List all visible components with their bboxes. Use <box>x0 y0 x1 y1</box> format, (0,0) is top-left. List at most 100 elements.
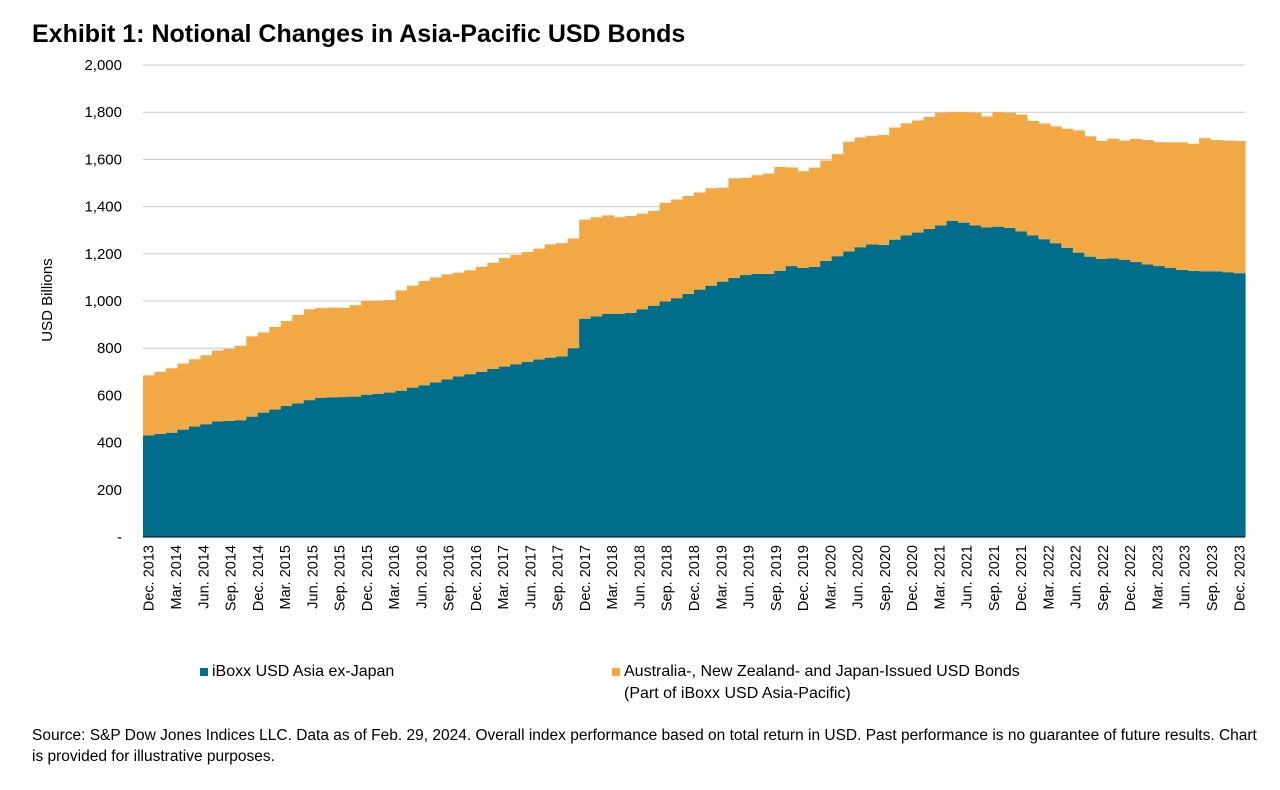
anz-japan-bar <box>751 175 764 274</box>
asia-ex-japan-bar <box>889 239 902 537</box>
anz-japan-bar <box>820 160 833 261</box>
anz-japan-bar <box>292 314 305 404</box>
x-tick-label: Jun. 2020 <box>851 545 867 609</box>
x-tick-label: Sep. 2020 <box>878 545 894 611</box>
x-tick-label: Sep. 2018 <box>660 545 676 611</box>
asia-ex-japan-bar <box>590 316 603 537</box>
anz-japan-bar <box>1141 140 1154 265</box>
x-tick-label: Dec. 2021 <box>1014 545 1030 611</box>
asia-ex-japan-bar <box>303 400 316 537</box>
x-tick-label: Mar. 2019 <box>714 545 730 610</box>
asia-ex-japan-bar <box>280 406 293 537</box>
asia-ex-japan-bar <box>510 364 523 537</box>
asia-ex-japan-bar <box>498 366 511 537</box>
asia-ex-japan-bar <box>613 313 626 537</box>
anz-japan-bar <box>1199 138 1212 272</box>
x-tick-label: Jun. 2015 <box>305 545 321 609</box>
y-axis-label: USD Billions <box>39 258 56 341</box>
anz-japan-bar <box>407 285 420 388</box>
legend-label: iBoxx USD Asia ex-Japan <box>212 663 395 680</box>
asia-ex-japan-bar <box>395 390 408 537</box>
anz-japan-bar <box>843 141 856 252</box>
anz-japan-bar <box>498 258 511 367</box>
asia-ex-japan-bar <box>946 220 959 537</box>
asia-ex-japan-bar <box>1038 239 1051 537</box>
asia-ex-japan-bar <box>1176 269 1189 537</box>
y-tick-label: 1,000 <box>84 293 122 310</box>
anz-japan-bar <box>831 154 844 257</box>
x-tick-label: Dec. 2022 <box>1123 545 1139 611</box>
asia-ex-japan-bar <box>464 374 477 537</box>
asia-ex-japan-bar <box>1061 247 1074 537</box>
anz-japan-bar <box>1084 136 1097 257</box>
x-tick-label: Sep. 2021 <box>987 545 1003 611</box>
x-tick-label: Jun. 2017 <box>523 545 539 609</box>
anz-japan-bar <box>1233 140 1246 274</box>
asia-ex-japan-bar <box>223 420 236 537</box>
anz-japan-bar <box>269 326 282 410</box>
anz-japan-bar <box>567 238 580 349</box>
anz-japan-bar <box>349 305 362 397</box>
x-tick-label: Dec. 2018 <box>687 545 703 611</box>
anz-japan-bar <box>315 308 328 398</box>
asia-ex-japan-bar <box>751 273 764 537</box>
anz-japan-bar <box>1107 138 1120 259</box>
anz-japan-bar <box>1130 138 1143 263</box>
anz-japan-bar <box>739 177 752 276</box>
anz-japan-bar <box>1210 140 1223 272</box>
x-tick-label: Sep. 2019 <box>769 545 785 611</box>
legend-label: Australia-, New Zealand- and Japan-Issue… <box>624 663 1020 680</box>
anz-japan-bar <box>338 307 351 398</box>
asia-ex-japan-bar <box>877 244 890 537</box>
anz-japan-bar <box>671 199 684 299</box>
y-tick-label: 1,400 <box>84 199 122 216</box>
anz-japan-bar <box>556 243 569 357</box>
anz-japan-bar <box>188 359 201 427</box>
asia-ex-japan-bar <box>1118 259 1131 537</box>
asia-ex-japan-bar <box>1084 256 1097 537</box>
asia-ex-japan-bar <box>1003 227 1017 537</box>
x-tick-label: Jun. 2014 <box>196 545 212 609</box>
x-tick-label: Dec. 2023 <box>1232 545 1248 611</box>
x-tick-label: Sep. 2022 <box>1096 545 1112 611</box>
asia-ex-japan-bar <box>326 397 339 537</box>
anz-japan-bar <box>143 375 156 436</box>
x-tick-label: Jun. 2018 <box>632 545 648 609</box>
anz-japan-bar <box>785 167 798 267</box>
anz-japan-bar <box>958 112 971 223</box>
anz-japan-bar <box>1049 126 1062 244</box>
asia-ex-japan-bar <box>958 222 971 537</box>
asia-ex-japan-bar <box>843 251 856 537</box>
anz-japan-bar <box>1026 120 1039 236</box>
asia-ex-japan-bar <box>361 394 374 537</box>
asia-ex-japan-bar <box>992 226 1005 537</box>
anz-japan-bar <box>797 171 810 268</box>
asia-ex-japan-bar <box>1210 271 1223 537</box>
anz-japan-bar <box>223 348 236 421</box>
anz-japan-bar <box>992 112 1005 227</box>
anz-japan-bar <box>533 248 546 360</box>
asia-ex-japan-bar <box>1015 231 1028 537</box>
anz-japan-bar <box>969 112 982 226</box>
anz-japan-bar <box>1038 123 1051 240</box>
anz-japan-bar <box>200 355 213 425</box>
y-tick-label: 800 <box>97 340 122 357</box>
asia-ex-japan-bar <box>200 424 213 537</box>
source-note: Source: S&P Dow Jones Indices LLC. Data … <box>32 727 1257 765</box>
asia-ex-japan-bar <box>418 385 431 537</box>
x-tick-label: Sep. 2016 <box>442 545 458 611</box>
anz-japan-bar <box>808 167 821 267</box>
anz-japan-bar <box>579 219 592 319</box>
asia-ex-japan-bar <box>785 266 798 537</box>
anz-japan-bar <box>234 345 247 421</box>
asia-ex-japan-bar <box>349 396 362 537</box>
anz-japan-bar <box>912 120 925 233</box>
anz-japan-bar <box>602 215 615 314</box>
asia-ex-japan-bar <box>211 421 224 537</box>
anz-japan-bar <box>705 188 718 286</box>
anz-japan-bar <box>211 350 224 422</box>
x-tick-label: Jun. 2016 <box>414 545 430 609</box>
asia-ex-japan-bar <box>694 289 707 537</box>
anz-japan-bar <box>303 309 316 401</box>
x-tick-label: Mar. 2016 <box>387 545 403 610</box>
